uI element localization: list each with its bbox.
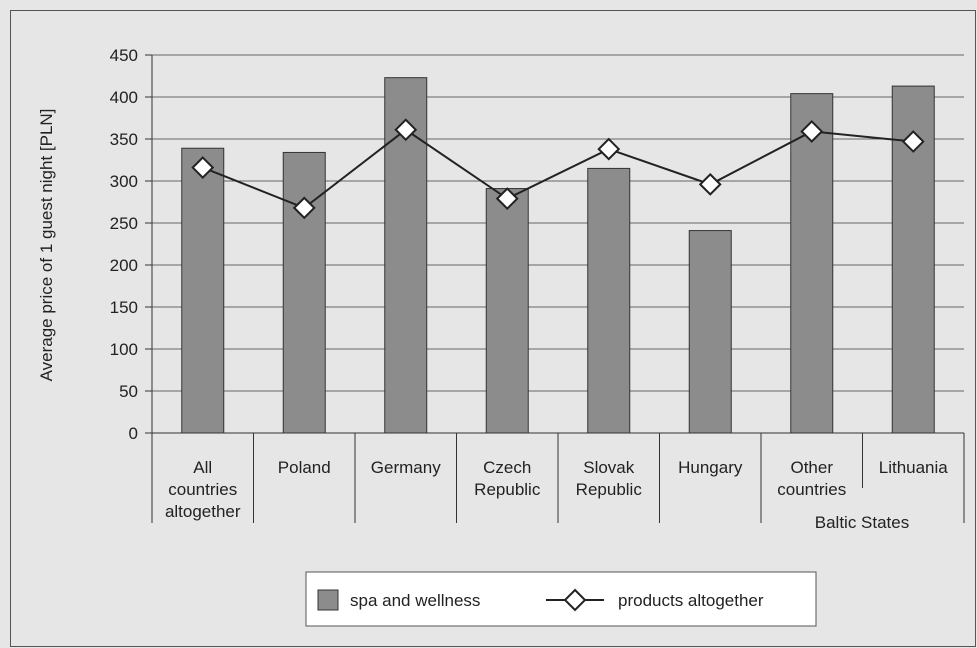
line-series [191, 118, 925, 220]
y-axis-label: Average price of 1 guest night [PLN] [37, 109, 56, 382]
category-label: countries [168, 480, 237, 499]
category-labels: All countries altogether Poland Germany Czech… [165, 458, 948, 521]
line-point [698, 172, 722, 196]
bar [587, 167, 631, 434]
line-point [394, 118, 418, 142]
y-tick-label: 300 [110, 172, 138, 191]
category-label: Other [790, 458, 833, 477]
y-tick-label: 450 [110, 46, 138, 65]
legend: spa and wellness products altogether [305, 571, 817, 627]
category-label: Germany [371, 458, 441, 477]
line-point [292, 196, 316, 220]
bar [790, 93, 834, 434]
y-tick-label: 0 [129, 424, 138, 443]
y-tick-labels: 0 50 100 150 200 250 300 350 400 450 [110, 46, 138, 443]
category-label: Poland [278, 458, 331, 477]
bar [688, 230, 732, 434]
y-tick-label: 150 [110, 298, 138, 317]
y-tick-label: 250 [110, 214, 138, 233]
bar [282, 151, 326, 434]
y-tick-label: 350 [110, 130, 138, 149]
group-label-baltic-states: Baltic States [815, 513, 910, 532]
y-tick-label: 400 [110, 88, 138, 107]
legend-label-spa: spa and wellness [350, 591, 480, 610]
axes [145, 54, 965, 523]
category-label: All [193, 458, 212, 477]
category-label: Slovak [583, 458, 635, 477]
bar [181, 147, 225, 434]
line-point [191, 156, 215, 179]
y-tick-label: 50 [119, 382, 138, 401]
category-label: altogether [165, 502, 241, 521]
y-tick-label: 100 [110, 340, 138, 359]
line-point [495, 187, 519, 211]
category-label: Republic [576, 480, 643, 499]
gridlines [152, 54, 964, 392]
series-line [202, 128, 914, 210]
line-point [597, 137, 621, 161]
category-label: Czech [483, 458, 531, 477]
legend-label-products: products altogether [618, 591, 764, 610]
category-label: Republic [474, 480, 541, 499]
legend-bar-swatch [317, 589, 339, 611]
line-point [901, 130, 925, 153]
legend-diamond-marker [563, 588, 587, 612]
category-label: countries [777, 480, 846, 499]
category-label: Lithuania [879, 458, 949, 477]
category-label: Hungary [678, 458, 743, 477]
y-tick-label: 200 [110, 256, 138, 275]
bar [485, 188, 529, 434]
line-point [800, 120, 824, 143]
